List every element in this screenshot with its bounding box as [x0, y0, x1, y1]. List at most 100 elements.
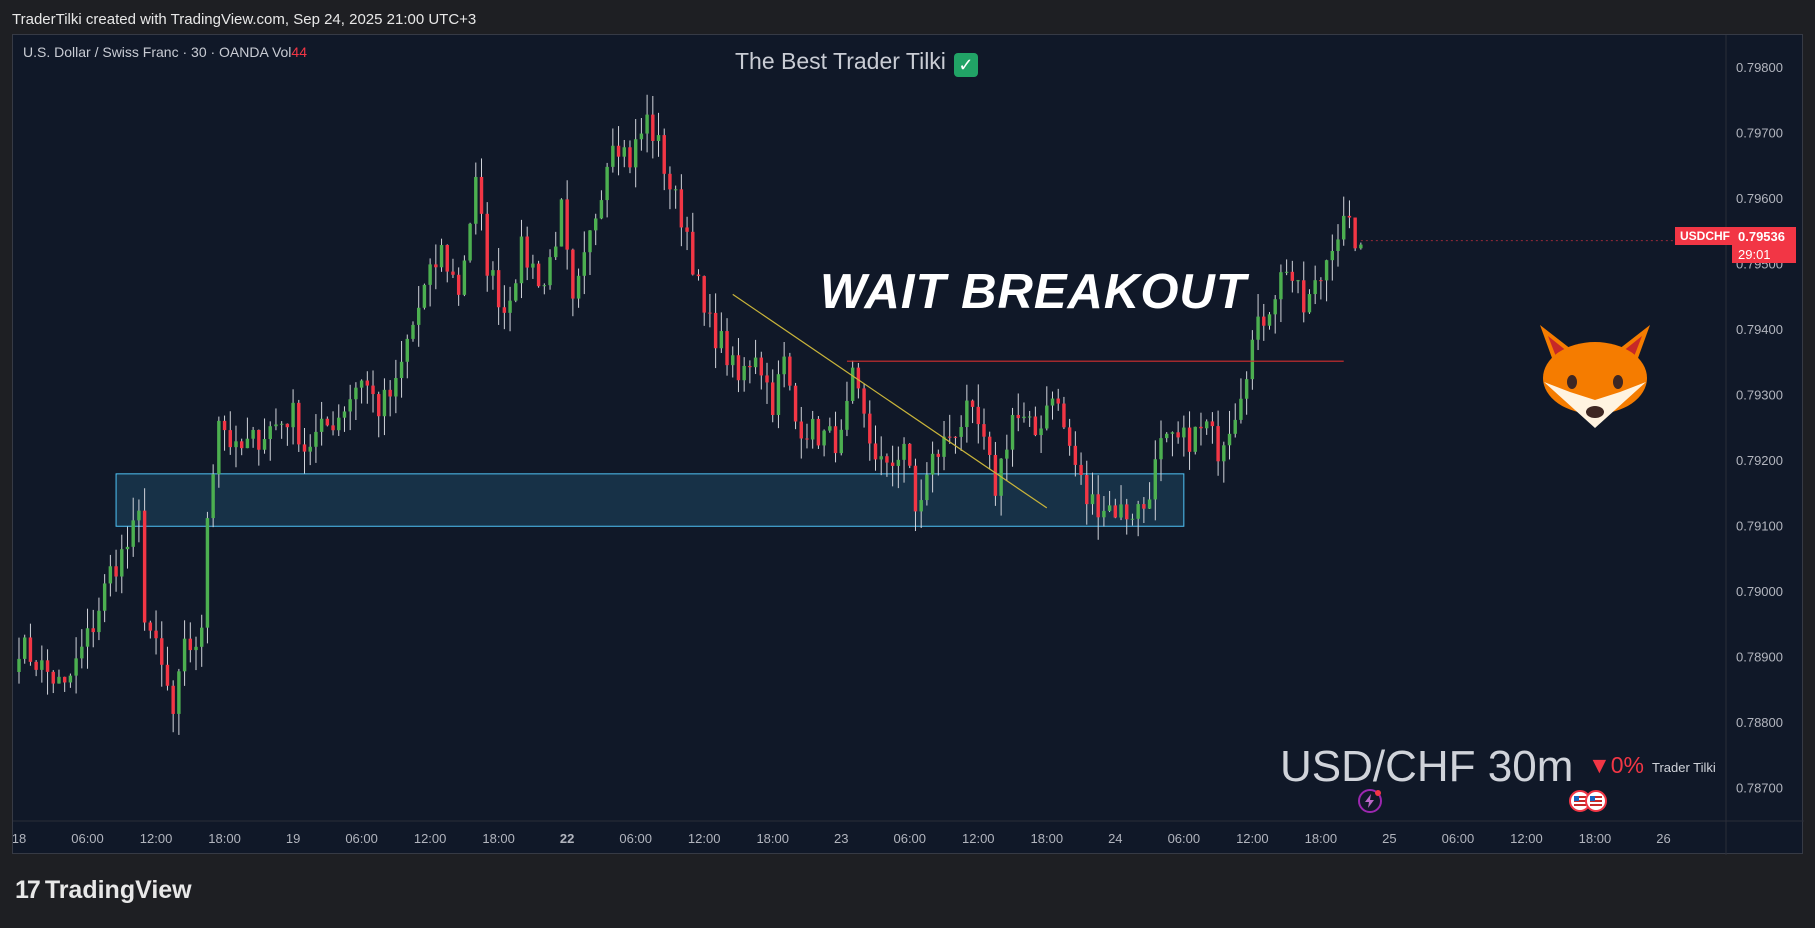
candle-up [639, 133, 644, 140]
candle-up [354, 387, 358, 400]
candle-up [405, 338, 409, 362]
candle-up [1222, 445, 1226, 462]
candle-up [57, 676, 61, 684]
chart-title-text: The Best Trader Tilki [735, 48, 946, 74]
y-tick-label: 0.79200 [1736, 453, 1783, 468]
candle-up [194, 646, 198, 651]
candle-up [548, 257, 552, 286]
chart-frame[interactable]: 0.79800 0.79700 0.79600 0.79500 0.79400 0.793… [12, 34, 1804, 855]
candle-down [788, 356, 792, 386]
candle-up [542, 285, 547, 287]
candle-down [970, 400, 975, 407]
candle-up [291, 402, 295, 428]
candle-down [862, 388, 866, 414]
candle-down [302, 444, 307, 452]
candle-up [959, 426, 963, 437]
candle-up [1330, 250, 1335, 261]
candle-up [588, 230, 592, 253]
candle-down [976, 406, 980, 425]
candle-down [1216, 426, 1220, 462]
author-label: Trader Tilki [1652, 760, 1716, 775]
x-tick-label: 18:00 [1305, 831, 1338, 846]
y-tick-label: 0.78700 [1736, 780, 1783, 795]
candle-up [1164, 433, 1169, 439]
candle-down [1176, 432, 1180, 438]
candle-down [1062, 403, 1066, 428]
candle-up [17, 658, 21, 672]
candle-down [651, 114, 655, 141]
candle-down [1142, 504, 1146, 509]
candle-down [833, 426, 838, 454]
tradingview-logo-text: TradingView [44, 876, 192, 904]
x-tick-label: 23 [834, 831, 848, 846]
candle-down [331, 425, 335, 431]
x-tick-label: 06:00 [893, 831, 926, 846]
candle-up [850, 367, 855, 401]
candle-up [656, 135, 661, 141]
tradingview-logo[interactable]: 17 TradingView [15, 876, 192, 905]
candle-up [582, 252, 587, 276]
us-flag-events-icon[interactable] [1568, 789, 1610, 813]
candle-down [565, 199, 569, 250]
candle-down [662, 135, 666, 174]
candle-up [102, 583, 107, 611]
candle-down [1187, 427, 1192, 452]
candle-down [868, 413, 872, 444]
candle-down [160, 638, 164, 665]
candle-up [108, 566, 113, 584]
price-tag-symbol: USDCHF [1675, 227, 1735, 245]
x-tick-label: 12:00 [962, 831, 995, 846]
candle-up [531, 263, 535, 268]
candle-up [137, 510, 141, 521]
candle-up [177, 671, 181, 714]
candle-down [496, 270, 501, 308]
candle-up [1313, 280, 1317, 295]
candle-down [1079, 464, 1083, 476]
candle-up [559, 199, 564, 247]
candle-down [571, 249, 575, 299]
candle-up [1102, 510, 1106, 518]
candle-up [262, 439, 267, 450]
candle-up [1324, 260, 1329, 281]
candle-down [799, 421, 803, 439]
candle-up [514, 283, 518, 301]
y-tick-label: 0.79000 [1736, 584, 1783, 599]
candle-down [171, 685, 175, 714]
x-tick-label: 18:00 [208, 831, 241, 846]
x-tick-label: 18:00 [482, 831, 515, 846]
candle-up [1090, 494, 1095, 505]
candle-up [742, 365, 746, 381]
symbol-legend[interactable]: U.S. Dollar / Swiss Franc · 30 · OANDA V… [23, 44, 307, 60]
candle-up [1359, 244, 1363, 249]
candle-up [245, 438, 250, 449]
x-tick-label: 26 [1656, 831, 1670, 846]
candle-up [1273, 299, 1277, 315]
candle-down [805, 438, 809, 440]
candle-up [268, 426, 272, 440]
candle-up [1296, 280, 1300, 282]
candle-down [736, 355, 741, 381]
tradingview-logo-icon: 17 [15, 876, 41, 904]
candle-up [1279, 272, 1283, 300]
candle-down [1073, 445, 1078, 465]
candle-up [719, 331, 724, 349]
last-price-tag: USDCHF 0.79536 29:01 [1675, 227, 1796, 263]
candle-down [257, 429, 261, 450]
candle-up [200, 627, 204, 647]
candle-down [765, 375, 769, 383]
candle-up [342, 411, 347, 418]
candle-down [525, 236, 529, 268]
bar-countdown: 29:01 [1732, 246, 1796, 263]
candle-up [80, 646, 84, 659]
candle-down [1290, 271, 1295, 281]
candlestick-chart[interactable]: 0.798000.797000.796000.795000.794000.793… [13, 35, 1804, 855]
candle-down [890, 462, 895, 466]
lightning-event-icon[interactable] [1357, 788, 1383, 814]
check-icon: ✓ [953, 53, 978, 77]
y-tick-label: 0.79100 [1736, 518, 1783, 533]
candle-up [930, 453, 935, 475]
candle-up [382, 389, 387, 417]
candle-down [188, 638, 193, 651]
candle-up [274, 424, 278, 427]
symbol-text: U.S. Dollar / Swiss Franc · 30 · OANDA V… [23, 44, 292, 60]
